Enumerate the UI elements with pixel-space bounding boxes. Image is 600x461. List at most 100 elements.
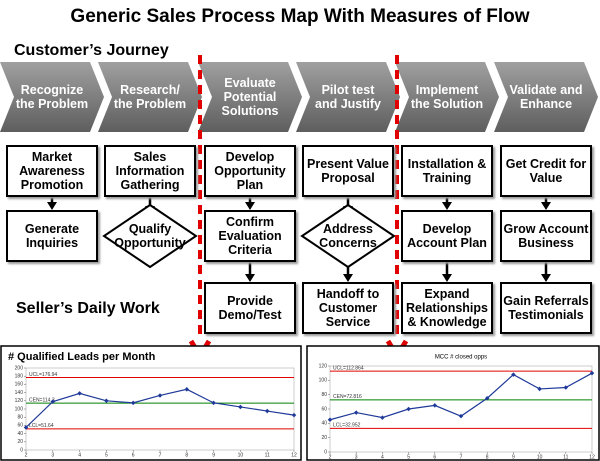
arrow-head bbox=[442, 202, 452, 210]
step-box: Gain Referrals Testimonials bbox=[500, 282, 592, 334]
title: Generic Sales Process Map With Measures … bbox=[70, 6, 530, 27]
arrow-head bbox=[245, 274, 255, 282]
x-tick-label: 12 bbox=[589, 454, 595, 460]
stage-chevron bbox=[98, 62, 202, 132]
step-box: Handoff to Customer Service bbox=[302, 282, 394, 334]
x-tick-label: 3 bbox=[355, 454, 358, 460]
y-tick-label: 80 bbox=[321, 392, 327, 398]
data-point bbox=[264, 408, 270, 414]
stage-chevron bbox=[395, 62, 499, 132]
data-point bbox=[380, 415, 385, 420]
y-tick-label: 120 bbox=[15, 398, 24, 404]
data-point bbox=[406, 406, 411, 412]
control-label: LCL=32.952 bbox=[333, 423, 361, 429]
x-tick-label: 5 bbox=[407, 454, 410, 460]
y-tick-label: 40 bbox=[321, 421, 327, 427]
step-box: Generate Inquiries bbox=[6, 210, 98, 262]
arrow-head bbox=[343, 274, 353, 282]
control-label: CEN=114.3 bbox=[29, 397, 55, 403]
stage-chevron bbox=[0, 62, 104, 132]
x-tick-label: 2 bbox=[25, 452, 28, 458]
control-label: LCL=51.64 bbox=[29, 423, 54, 429]
x-tick-label: 12 bbox=[291, 452, 297, 458]
x-tick-label: 6 bbox=[433, 454, 436, 460]
arrow-head bbox=[47, 202, 57, 210]
step-box: Present Value Proposal bbox=[302, 145, 394, 197]
chart-panel bbox=[306, 345, 600, 461]
x-tick-label: 2 bbox=[329, 454, 332, 460]
x-tick-label: 9 bbox=[512, 454, 515, 460]
x-tick-label: 10 bbox=[238, 452, 244, 458]
data-point bbox=[432, 403, 438, 408]
y-tick-label: 60 bbox=[17, 423, 23, 429]
x-tick-label: 8 bbox=[185, 452, 188, 458]
data-point bbox=[353, 410, 359, 415]
step-box: Confirm Evaluation Criteria bbox=[204, 210, 296, 262]
y-tick-label: 0 bbox=[20, 447, 23, 453]
x-tick-label: 7 bbox=[460, 454, 463, 460]
x-tick-label: 6 bbox=[132, 452, 135, 458]
y-tick-label: 180 bbox=[15, 374, 24, 380]
stage-chevron bbox=[296, 62, 400, 132]
data-point bbox=[291, 412, 297, 418]
x-tick-label: 5 bbox=[105, 452, 108, 458]
stage-label: Implement the Solution bbox=[410, 83, 484, 111]
x-tick-label: 4 bbox=[78, 452, 81, 458]
data-point bbox=[184, 387, 190, 392]
step-box: Grow Account Business bbox=[500, 210, 592, 262]
stage-chevron bbox=[494, 62, 598, 132]
control-label: UCL=176.94 bbox=[29, 372, 57, 378]
chart-title: MCC # closed opps bbox=[435, 355, 487, 361]
stage-label: Recognize the Problem bbox=[15, 83, 89, 111]
decision-diamond bbox=[102, 203, 198, 269]
y-tick-label: 160 bbox=[15, 382, 24, 388]
x-tick-label: 8 bbox=[486, 454, 489, 460]
arrow-head bbox=[245, 202, 255, 210]
y-tick-label: 20 bbox=[17, 439, 23, 445]
work-label: Seller’s Daily Work bbox=[16, 300, 160, 317]
y-tick-label: 20 bbox=[321, 435, 327, 441]
x-tick-label: 11 bbox=[563, 454, 568, 460]
control-label: CEN=72.816 bbox=[333, 394, 362, 400]
y-tick-label: 40 bbox=[17, 431, 23, 437]
stage-label: Evaluate Potential Solutions bbox=[221, 76, 279, 118]
control-label: UCL=112.864 bbox=[333, 365, 364, 371]
step-box: Sales Information Gathering bbox=[104, 145, 196, 197]
step-box: Provide Demo/Test bbox=[204, 282, 296, 334]
x-tick-label: 3 bbox=[51, 452, 54, 458]
decision-label: Qualify Opportunity bbox=[114, 222, 186, 250]
y-tick-label: 80 bbox=[17, 415, 23, 421]
arrow-head bbox=[442, 274, 452, 282]
x-tick-label: 10 bbox=[537, 454, 543, 460]
stage-label: Research/ the Problem bbox=[113, 83, 187, 111]
data-point bbox=[104, 398, 109, 404]
journey-label: Customer’s Journey bbox=[14, 42, 169, 59]
data-point bbox=[484, 395, 490, 401]
x-tick-label: 9 bbox=[212, 452, 215, 458]
stage-chevron bbox=[198, 62, 302, 132]
chart-title: # Qualified Leads per Month bbox=[8, 351, 156, 363]
y-tick-label: 60 bbox=[321, 406, 327, 412]
data-point bbox=[458, 413, 464, 419]
step-box: Develop Account Plan bbox=[401, 210, 493, 262]
step-box: Develop Opportunity Plan bbox=[204, 145, 296, 197]
data-point bbox=[537, 386, 542, 392]
data-point bbox=[211, 400, 216, 406]
y-tick-label: 140 bbox=[15, 390, 24, 396]
arrow-head bbox=[541, 202, 551, 210]
step-box: Get Credit for Value bbox=[500, 145, 592, 197]
data-point bbox=[563, 385, 569, 390]
data-point bbox=[157, 393, 163, 398]
y-tick-label: 100 bbox=[319, 378, 328, 384]
data-point bbox=[589, 370, 595, 376]
arrow-head bbox=[541, 274, 551, 282]
step-box: Expand Relationships & Knowledge bbox=[401, 282, 493, 334]
y-tick-label: 100 bbox=[15, 406, 24, 412]
y-tick-label: 120 bbox=[319, 363, 328, 369]
y-tick-label: 0 bbox=[324, 449, 327, 455]
data-point bbox=[327, 417, 333, 423]
x-tick-label: 7 bbox=[159, 452, 162, 458]
decision-label: Address Concerns bbox=[319, 222, 377, 250]
